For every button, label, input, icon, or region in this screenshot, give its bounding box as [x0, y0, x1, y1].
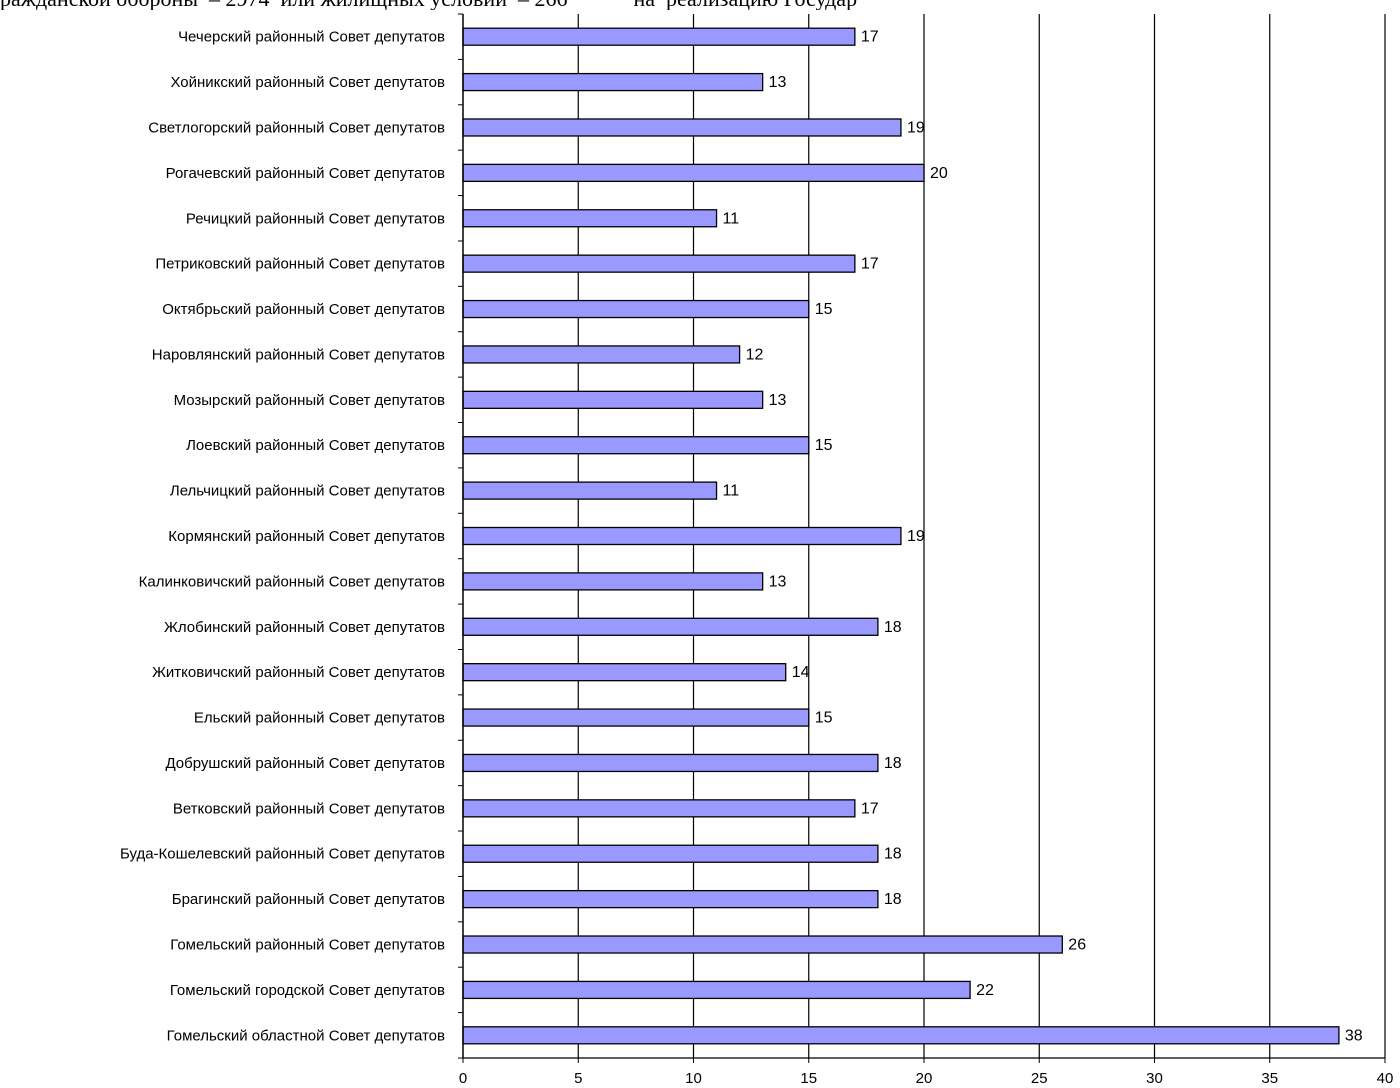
bar	[462, 663, 787, 682]
bar	[462, 436, 810, 455]
data-label: 15	[815, 710, 833, 727]
bar	[462, 935, 1063, 954]
data-label: 11	[723, 483, 740, 500]
category-label: Ельский районный Совет депутатов	[194, 710, 445, 727]
bar	[462, 481, 718, 500]
bar	[462, 163, 925, 183]
data-label: 12	[746, 346, 764, 363]
category-label: Мозырский районный Совет депутатов	[174, 392, 445, 409]
data-label: 20	[930, 165, 948, 182]
bar	[462, 617, 879, 636]
category-label: Добрушский районный Совет депутатов	[165, 755, 445, 772]
category-label: Ветковский районный Совет депутатов	[173, 800, 445, 817]
bar	[462, 345, 741, 364]
bar	[462, 889, 879, 909]
category-label: Буда-Кошелевский районный Совет депутато…	[120, 846, 445, 863]
bar	[462, 980, 971, 1000]
data-label: 22	[976, 982, 994, 999]
category-label: Речицкий районный Совет депутатов	[186, 210, 445, 227]
bar	[462, 1026, 1340, 1045]
data-label: 17	[861, 800, 879, 817]
data-label: 15	[815, 437, 833, 454]
axis-layer: 0 5 10 15 20 25 30 35 40	[458, 13, 1394, 1087]
category-label: Наровлянский районный Совет депутатов	[152, 346, 445, 363]
bar	[462, 209, 718, 228]
data-label: 18	[884, 755, 902, 772]
data-label: 17	[861, 29, 879, 46]
data-label: 13	[769, 392, 787, 409]
x-tick-label: 40	[1377, 1070, 1394, 1087]
bar	[462, 27, 856, 46]
data-label: 19	[907, 528, 925, 545]
data-label: 13	[769, 573, 787, 590]
bar	[462, 299, 810, 319]
data-label: 13	[769, 74, 787, 91]
x-tick-label: 25	[1031, 1070, 1048, 1087]
x-tick-label: 20	[916, 1070, 933, 1087]
x-tick-label: 5	[574, 1070, 582, 1087]
category-label: Гомельский районный Совет депутатов	[170, 937, 445, 954]
category-label: Брагинский районный Совет депутатов	[172, 891, 445, 908]
bar	[462, 254, 856, 273]
category-label: Октябрьский районный Совет депутатов	[162, 301, 445, 318]
data-label: 11	[723, 210, 740, 227]
data-label: 18	[884, 891, 902, 908]
bar	[462, 72, 764, 92]
bar	[462, 708, 810, 727]
category-label: Жлобинский районный Совет депутатов	[164, 619, 445, 636]
data-label: 19	[907, 119, 925, 136]
category-label: Лельчицкий районный Совет депутатов	[170, 483, 445, 500]
page-header-text: раждaнской обороны – 2974 или жилищных у…	[0, 0, 1400, 10]
category-label: Светлогорский районный Совет депутатов	[148, 119, 445, 136]
bar	[462, 844, 879, 863]
category-label: Петриковский районный Совет депутатов	[155, 256, 445, 273]
label-layer: Чечерский районный Совет депутатов 17 Хойн…	[120, 29, 1363, 1045]
bar	[462, 753, 879, 773]
data-label: 18	[884, 619, 902, 636]
category-label: Чечерский районный Совет депутатов	[178, 29, 445, 46]
data-label: 17	[861, 256, 879, 273]
category-label: Кормянский районный Совет депутатов	[168, 528, 445, 545]
x-tick-label: 10	[685, 1070, 702, 1087]
category-label: Лоевский районный Совет депутатов	[186, 437, 445, 454]
bar	[462, 572, 764, 591]
data-label: 14	[792, 664, 810, 681]
data-label: 26	[1068, 937, 1086, 954]
data-label: 18	[884, 846, 902, 863]
x-tick-label: 30	[1146, 1070, 1163, 1087]
bar	[462, 390, 764, 409]
category-label: Гомельский городской Совет депутатов	[170, 982, 445, 999]
bar	[462, 799, 856, 818]
category-label: Гомельский областной Совет депутатов	[167, 1027, 445, 1044]
data-label: 15	[815, 301, 833, 318]
category-label: Калинковичский районный Совет депутатов	[139, 573, 445, 590]
category-label: Житковичский районный Совет депутатов	[152, 664, 445, 681]
data-label: 38	[1345, 1027, 1363, 1044]
x-tick-label: 35	[1261, 1070, 1278, 1087]
bar	[462, 526, 902, 546]
x-tick-label: 15	[800, 1070, 817, 1087]
category-label: Рогачевский районный Совет депутатов	[166, 165, 445, 182]
x-tick-label: 0	[459, 1070, 467, 1087]
category-label: Хойникский районный Совет депутатов	[170, 74, 445, 91]
bar	[462, 118, 902, 137]
